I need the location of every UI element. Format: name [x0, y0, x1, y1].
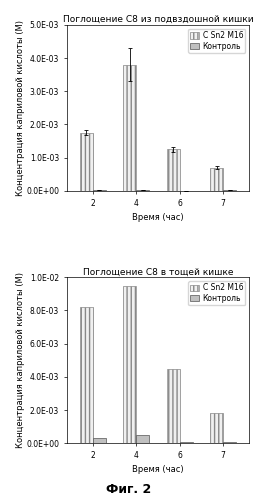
X-axis label: Время (час): Время (час): [132, 466, 184, 475]
Bar: [180, 442, 193, 443]
Bar: [136, 190, 149, 191]
Y-axis label: Концентрация каприловой кислоты (М): Концентрация каприловой кислоты (М): [16, 20, 25, 196]
Bar: [167, 369, 180, 443]
Title: Поглощение C8 в тощей кишке: Поглощение C8 в тощей кишке: [83, 267, 233, 276]
Bar: [210, 168, 223, 191]
Legend: C Sn2 M16, Контроль: C Sn2 M16, Контроль: [188, 281, 245, 305]
Bar: [167, 149, 180, 191]
Bar: [123, 65, 136, 191]
X-axis label: Время (час): Время (час): [132, 213, 184, 222]
Bar: [210, 413, 223, 443]
Bar: [136, 435, 149, 443]
Text: Фиг. 2: Фиг. 2: [106, 483, 151, 496]
Title: Поглощение C8 из подвздошной кишки: Поглощение C8 из подвздошной кишки: [63, 15, 253, 24]
Bar: [80, 307, 93, 443]
Y-axis label: Концентрация каприловой кислоты (М): Концентрация каприловой кислоты (М): [16, 272, 25, 448]
Legend: C Sn2 M16, Контроль: C Sn2 M16, Контроль: [188, 29, 245, 53]
Bar: [223, 442, 236, 443]
Bar: [223, 190, 236, 191]
Bar: [80, 133, 93, 191]
Bar: [123, 285, 136, 443]
Bar: [93, 438, 106, 443]
Bar: [93, 190, 106, 191]
